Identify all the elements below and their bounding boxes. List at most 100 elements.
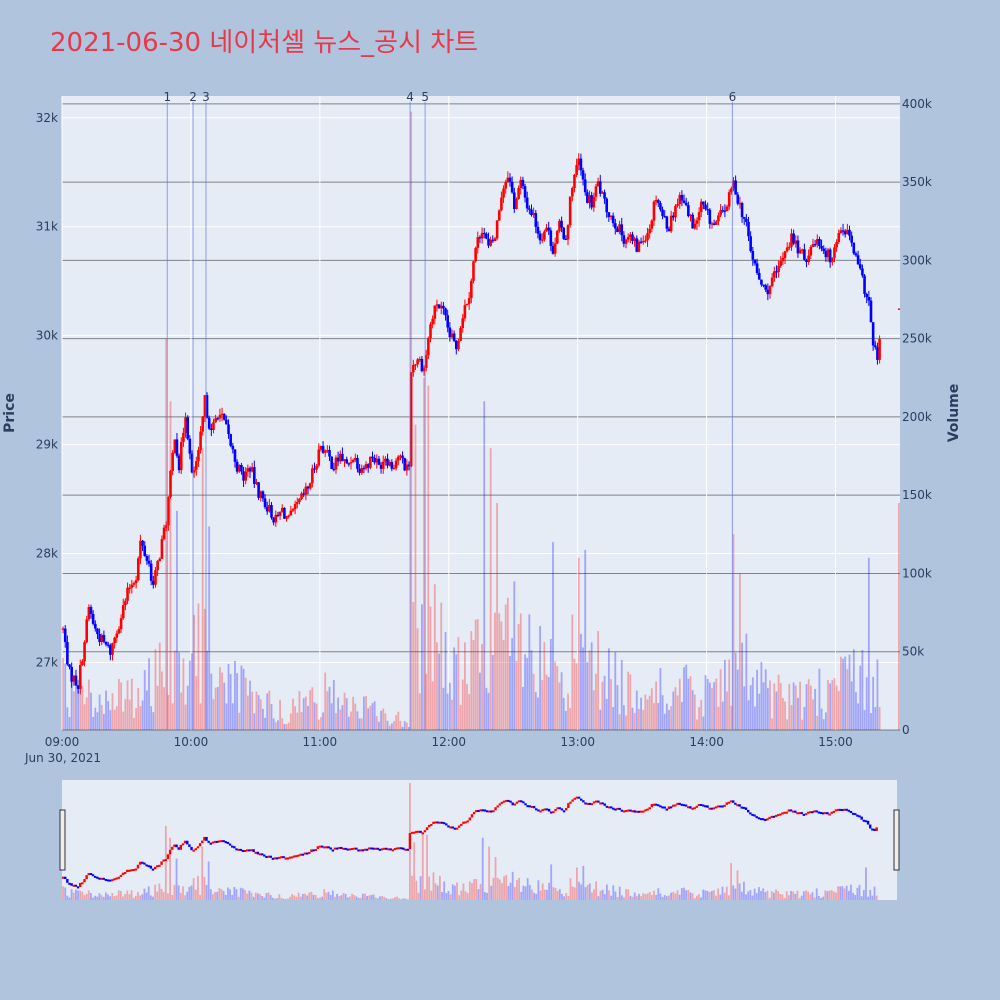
volume-bar bbox=[466, 683, 468, 730]
slider-candle bbox=[380, 848, 384, 851]
candle-body bbox=[678, 194, 682, 205]
range-slider-left-handle[interactable] bbox=[59, 809, 66, 871]
candle-body bbox=[779, 261, 783, 266]
candle-body bbox=[257, 482, 260, 498]
candle-body bbox=[291, 509, 295, 511]
candle-body bbox=[504, 182, 508, 189]
volume-bar bbox=[549, 639, 552, 730]
volume-bar bbox=[152, 712, 155, 730]
candle-body bbox=[568, 196, 572, 226]
main-plot-area bbox=[62, 96, 900, 730]
candle-body bbox=[448, 327, 452, 338]
slider-volume-bar bbox=[398, 898, 401, 900]
volume-bar bbox=[436, 642, 438, 730]
slider-volume-bar bbox=[618, 886, 621, 900]
slider-volume-bar bbox=[554, 887, 557, 900]
candle-body bbox=[119, 618, 123, 630]
slider-candle bbox=[809, 811, 812, 814]
volume-bar bbox=[148, 658, 150, 730]
slider-volume-bar bbox=[567, 895, 570, 900]
slider-candle bbox=[539, 810, 542, 813]
slider-candle bbox=[89, 873, 93, 876]
slider-candle bbox=[856, 814, 859, 817]
volume-bar bbox=[96, 712, 99, 730]
volume-bar bbox=[193, 614, 196, 730]
volume-bar bbox=[487, 692, 490, 730]
slider-candle bbox=[239, 848, 242, 851]
candle-body bbox=[401, 455, 404, 459]
slider-volume-bar bbox=[468, 881, 471, 900]
slider-volume-bar bbox=[498, 879, 501, 900]
candle-body bbox=[764, 285, 768, 290]
slider-volume-bar bbox=[286, 898, 289, 900]
candle-body bbox=[480, 232, 484, 239]
slider-volume-bar bbox=[149, 895, 152, 900]
slider-candle bbox=[622, 810, 626, 813]
candle-body bbox=[876, 347, 879, 360]
slider-candle bbox=[64, 876, 67, 880]
slider-volume-bar bbox=[548, 882, 550, 900]
volume-bar bbox=[236, 673, 239, 730]
volume-bar bbox=[552, 542, 554, 730]
slider-volume-bar bbox=[794, 893, 797, 900]
range-slider-right-handle[interactable] bbox=[893, 809, 900, 871]
volume-bar bbox=[158, 642, 161, 730]
volume-bar bbox=[859, 665, 862, 730]
candle-body bbox=[433, 305, 437, 319]
slider-volume-bar bbox=[798, 898, 801, 900]
slider-candle bbox=[565, 808, 568, 811]
slider-candle bbox=[425, 827, 429, 831]
candle-body bbox=[704, 204, 707, 210]
slider-candle bbox=[678, 802, 681, 805]
slider-volume-bar bbox=[252, 896, 255, 900]
slider-volume-bar bbox=[672, 891, 675, 900]
slider-candle bbox=[173, 844, 176, 847]
slider-volume-bar bbox=[633, 892, 636, 900]
slider-candle bbox=[250, 849, 253, 852]
slider-volume-bar bbox=[593, 889, 595, 900]
slider-candle bbox=[241, 849, 245, 852]
candle-body bbox=[253, 467, 256, 484]
volume-tick-label: 50k bbox=[902, 645, 924, 659]
candle-body bbox=[156, 561, 159, 571]
slider-candle bbox=[723, 804, 726, 807]
volume-bar bbox=[605, 698, 608, 730]
slider-candle bbox=[783, 811, 786, 814]
slider-volume-bar bbox=[492, 877, 495, 900]
volume-bar bbox=[560, 672, 563, 730]
slider-candle bbox=[669, 806, 673, 809]
candle-body bbox=[495, 220, 499, 239]
slider-candle bbox=[657, 804, 660, 807]
candle-body bbox=[379, 464, 383, 469]
slider-volume-bar bbox=[612, 885, 615, 900]
slider-volume-bar bbox=[824, 890, 827, 900]
candle-body bbox=[158, 558, 162, 562]
slider-candle bbox=[318, 845, 322, 848]
volume-bar bbox=[332, 679, 335, 730]
slider-candle bbox=[61, 876, 65, 879]
candle-body bbox=[616, 228, 619, 233]
volume-bar bbox=[657, 703, 660, 730]
volume-bar bbox=[317, 719, 320, 730]
slider-candle bbox=[556, 807, 559, 810]
candle-body bbox=[70, 666, 73, 682]
candle-body bbox=[364, 464, 368, 469]
slider-volume-bar bbox=[843, 888, 846, 900]
slider-candle bbox=[410, 831, 414, 834]
volume-bar bbox=[161, 671, 163, 730]
slider-volume-bar bbox=[62, 886, 64, 900]
candle-body bbox=[190, 453, 194, 473]
volume-bar bbox=[401, 726, 404, 730]
slider-volume-bar bbox=[374, 897, 377, 900]
candle-body bbox=[697, 212, 701, 221]
slider-volume-bar bbox=[359, 897, 362, 900]
range-slider[interactable] bbox=[62, 780, 897, 900]
volume-bar bbox=[70, 672, 73, 730]
slider-candle bbox=[873, 828, 876, 831]
candle-body bbox=[457, 340, 460, 350]
slider-candle bbox=[402, 847, 405, 850]
candle-body bbox=[719, 210, 722, 216]
candle-body bbox=[373, 457, 376, 463]
slider-volume-bar bbox=[723, 892, 726, 900]
